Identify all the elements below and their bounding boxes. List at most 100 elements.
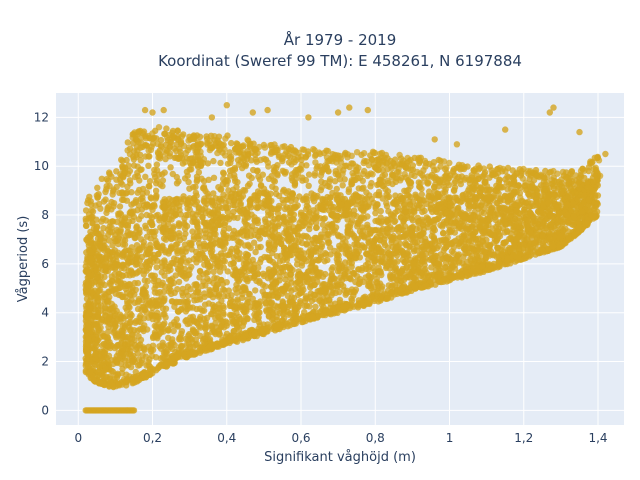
- data-point: [486, 242, 493, 249]
- data-point: [217, 237, 224, 244]
- data-point: [341, 176, 348, 183]
- data-point: [192, 189, 200, 197]
- data-point: [444, 217, 451, 224]
- data-point: [510, 178, 518, 186]
- data-point: [93, 293, 100, 301]
- data-point: [96, 286, 104, 294]
- data-point: [229, 231, 236, 238]
- data-point: [98, 316, 106, 324]
- data-point: [457, 180, 464, 188]
- data-point: [108, 277, 116, 284]
- data-point: [266, 256, 273, 264]
- data-point: [263, 222, 270, 229]
- data-point: [470, 247, 478, 255]
- data-point: [274, 294, 281, 301]
- data-point: [193, 305, 200, 313]
- data-point: [268, 299, 275, 306]
- data-point: [394, 258, 401, 265]
- data-point: [220, 264, 227, 271]
- data-point: [287, 302, 294, 309]
- data-point: [143, 201, 151, 208]
- data-point: [311, 291, 319, 299]
- data-point: [125, 253, 132, 260]
- data-point: [82, 207, 90, 214]
- data-point: [342, 274, 350, 282]
- data-point: [165, 276, 173, 284]
- data-point: [413, 225, 420, 233]
- data-point: [241, 308, 248, 316]
- data-point: [190, 292, 197, 300]
- data-point: [353, 273, 361, 280]
- data-point: [163, 125, 170, 132]
- data-point: [289, 266, 296, 274]
- data-point: [546, 230, 554, 238]
- data-point: [99, 215, 107, 223]
- data-point: [269, 183, 276, 190]
- data-point: [126, 347, 134, 355]
- data-point: [223, 214, 230, 222]
- data-point: [113, 168, 120, 175]
- data-point: [198, 209, 205, 216]
- data-point: [112, 261, 119, 268]
- data-point: [495, 204, 502, 212]
- data-point: [162, 155, 169, 163]
- data-point: [301, 250, 308, 257]
- data-point: [334, 205, 341, 213]
- data-point: [216, 268, 224, 275]
- data-point: [217, 159, 224, 167]
- data-point: [305, 216, 313, 223]
- data-point: [328, 266, 335, 273]
- data-point: [101, 349, 109, 357]
- data-point: [161, 283, 168, 290]
- data-point: [209, 247, 216, 255]
- data-point: [205, 176, 212, 183]
- data-point: [381, 236, 388, 243]
- data-point: [418, 237, 426, 244]
- data-point: [157, 323, 164, 331]
- data-point: [231, 171, 238, 179]
- data-point: [352, 278, 359, 286]
- data-point: [324, 239, 332, 247]
- data-point: [122, 313, 129, 320]
- data-point: [287, 245, 294, 252]
- data-point: [174, 266, 182, 273]
- data-point: [331, 178, 339, 185]
- data-point: [306, 254, 313, 261]
- data-point: [297, 277, 304, 284]
- data-point: [318, 178, 325, 185]
- data-point: [203, 331, 210, 338]
- data-point: [210, 174, 218, 181]
- data-point: [336, 274, 344, 282]
- data-point: [167, 164, 174, 171]
- data-point: [94, 235, 102, 242]
- data-point: [465, 244, 472, 251]
- data-point: [97, 205, 104, 212]
- data-point: [232, 286, 239, 293]
- data-point: [432, 203, 439, 211]
- data-point: [361, 234, 368, 241]
- data-point: [132, 317, 140, 325]
- data-point: [210, 268, 217, 275]
- data-point: [494, 244, 501, 251]
- data-point: [151, 173, 159, 181]
- data-point: [323, 231, 331, 238]
- data-point: [495, 225, 503, 232]
- data-point: [172, 211, 180, 219]
- data-point: [144, 277, 151, 285]
- data-point: [159, 243, 166, 251]
- data-point: [241, 187, 249, 194]
- data-point: [246, 290, 253, 298]
- data-point: [494, 210, 501, 217]
- data-point: [96, 243, 103, 250]
- data-point: [434, 260, 442, 267]
- data-point: [96, 363, 103, 370]
- data-point: [293, 261, 301, 268]
- data-point: [162, 198, 169, 205]
- data-point: [312, 248, 320, 255]
- data-point: [455, 204, 462, 212]
- data-point: [101, 281, 109, 289]
- data-point: [358, 194, 366, 201]
- data-point: [313, 236, 320, 243]
- data-point: [113, 183, 120, 191]
